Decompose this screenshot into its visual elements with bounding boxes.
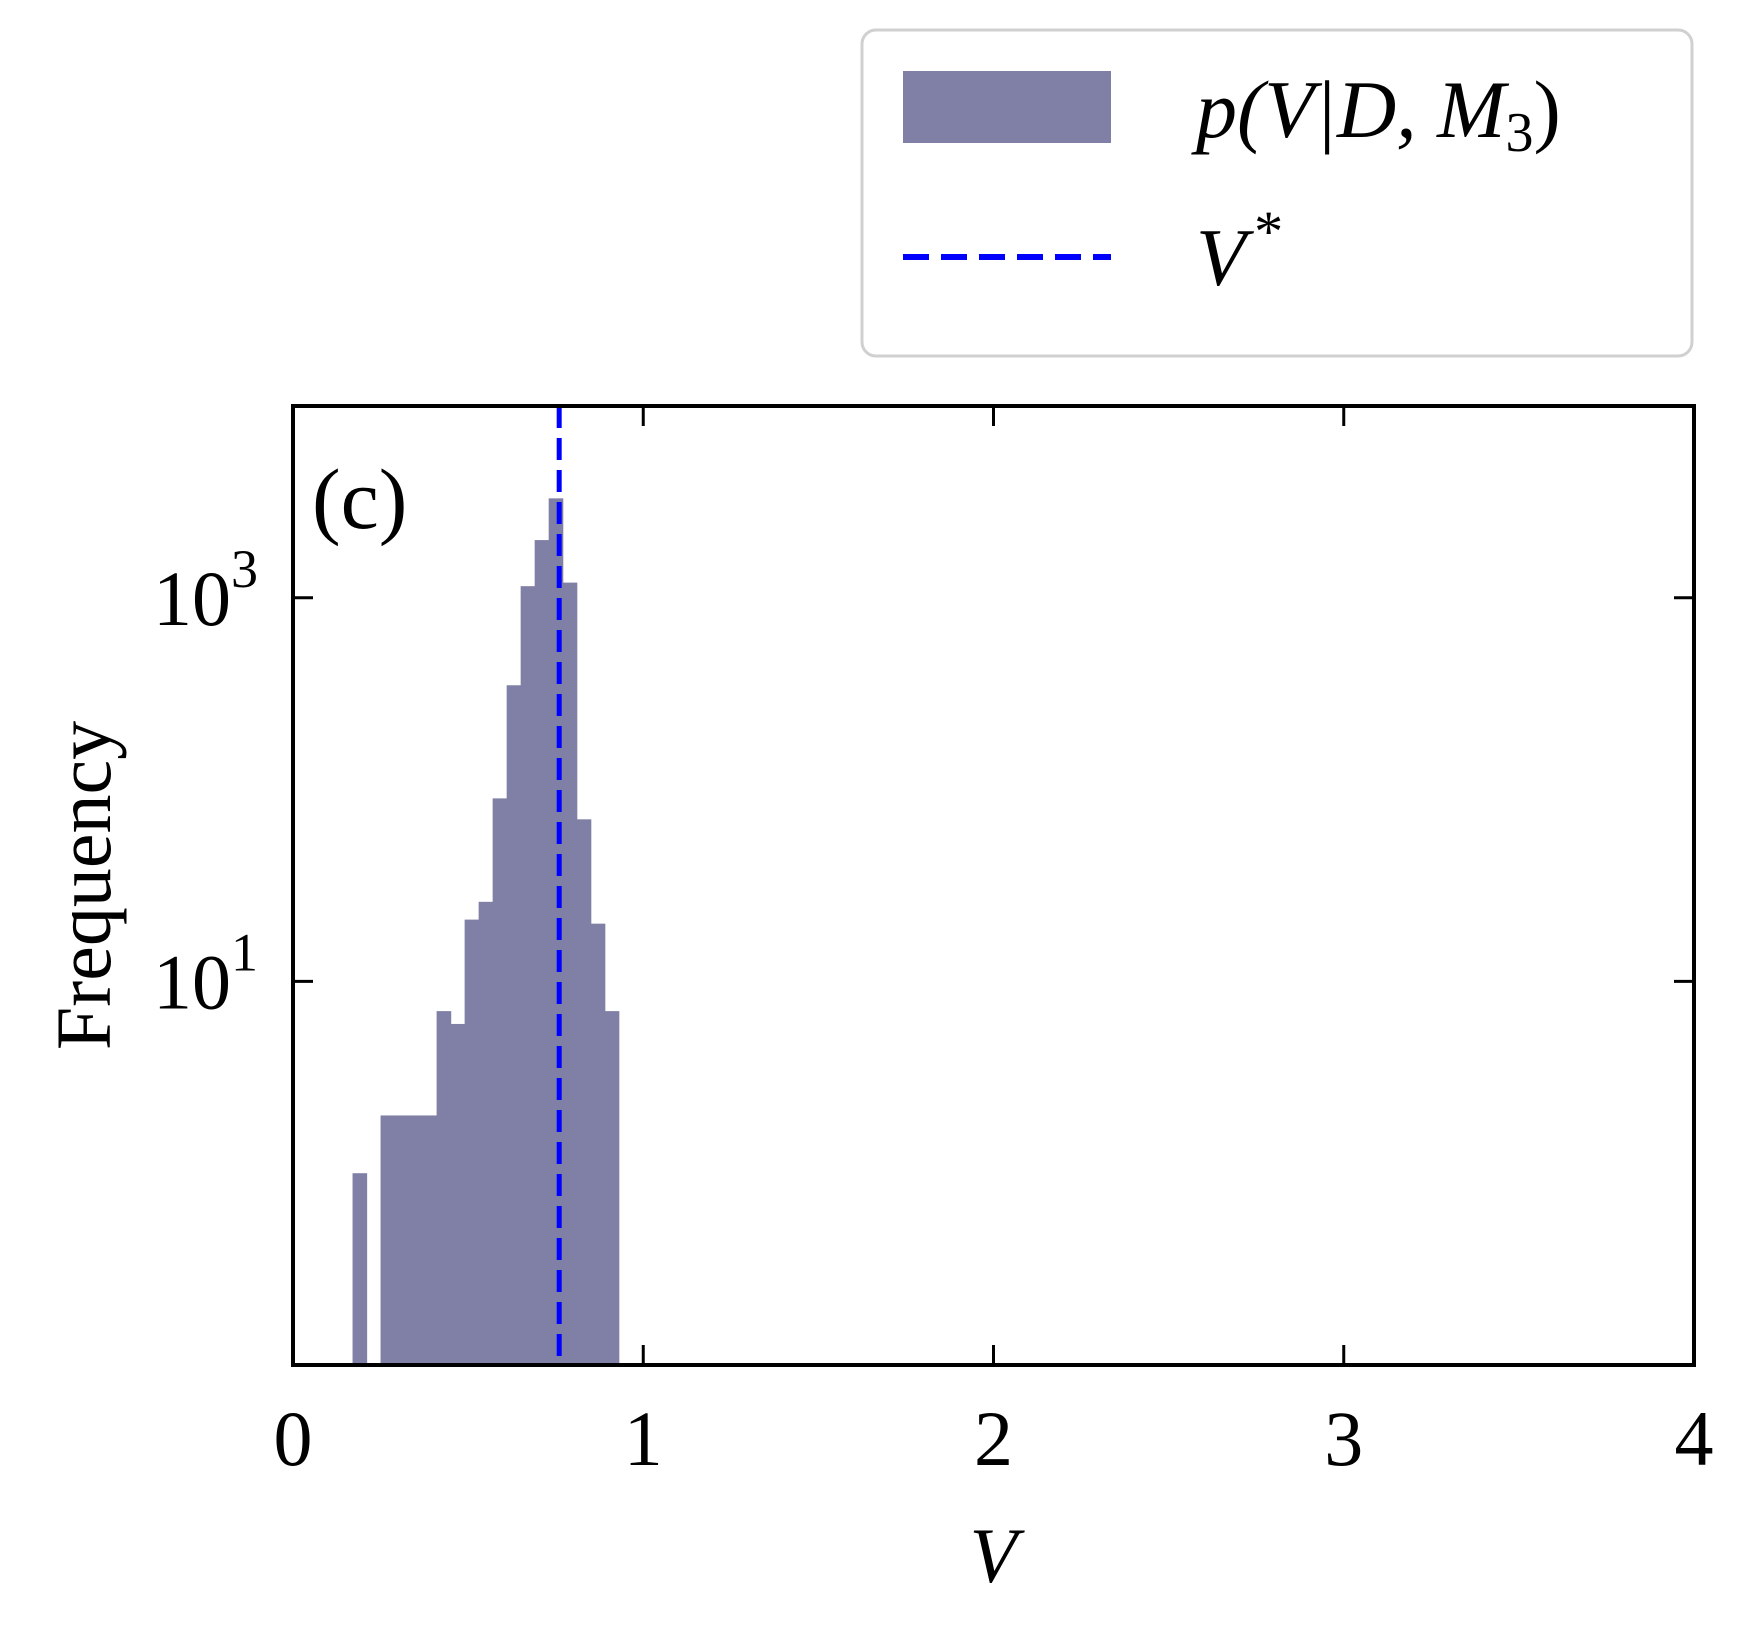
tick-marks [291,406,1696,1365]
legend-label-histogram: p(V|D, M3) [1191,64,1561,164]
x-tick-label: 0 [274,1395,313,1482]
y-axis-title: Frequency [40,721,127,1050]
histogram-bar [408,1115,424,1365]
x-tick-label: 4 [1675,1395,1714,1482]
tick-labels: 0 1 2 3 4 103 101 [153,539,1714,1482]
panel-label: (c) [312,451,407,547]
x-tick-label: 1 [624,1395,663,1482]
legend-label-reference-line: V * [1196,199,1283,303]
histogram-bar [464,919,480,1365]
histogram-bar [380,1115,396,1365]
histogram-bar [394,1115,410,1365]
x-tick-label: 3 [1324,1395,1363,1482]
histogram-bar [520,586,536,1365]
histogram-bar [422,1115,438,1365]
histogram-bar [478,901,494,1365]
legend: p(V|D, M3) V * [860,28,1694,358]
y-tick-label: 103 [153,539,258,642]
histogram-bars [352,498,620,1366]
histogram-bar [492,798,508,1365]
histogram-bar [436,1011,452,1365]
x-tick-label: 2 [974,1395,1013,1482]
histogram-bar [576,819,592,1365]
histogram-bar [352,1173,368,1365]
histogram-bar [604,1011,620,1365]
legend-swatch-histogram [903,71,1111,143]
histogram-bar [506,685,522,1365]
histogram-bar [562,582,578,1365]
y-tick-label: 101 [153,922,258,1025]
x-axis-title: V [970,1512,1026,1599]
histogram-bar [534,540,550,1365]
histogram-bar [450,1023,466,1365]
histogram-bar [590,923,606,1365]
